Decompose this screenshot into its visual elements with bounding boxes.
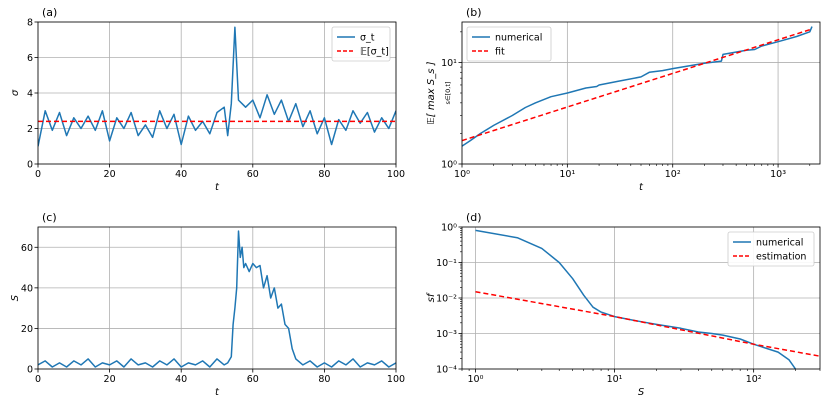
x-tick-label: 80 (318, 169, 330, 180)
y-tick-label: 10⁻² (436, 294, 457, 305)
legend-label: estimation (756, 252, 806, 263)
x-tick-label: 10⁰ (468, 374, 484, 385)
panel-label: (d) (466, 211, 482, 224)
y-axis-label-subscript: s∈[0,t] (444, 82, 452, 105)
x-tick-label: 60 (247, 169, 259, 180)
y-axis-label: σ (10, 89, 21, 96)
y-tick-label: 20 (21, 324, 33, 335)
panel-b: 10⁰ 10¹ 10² 10³ 10⁰ 10¹ (b) t 𝔼[ max S_s ] s∈[0,t… (426, 6, 821, 193)
legend-box (331, 26, 391, 62)
axes-frame (37, 226, 397, 370)
panel-a: 0 20 40 60 80 100 0 2 4 6 8 (a) t σ σ_t 𝔼[σ_t] (10, 6, 405, 193)
x-axis-label: t (215, 387, 220, 398)
y-tick-label: 10⁻⁴ (436, 365, 457, 376)
x-tick-label: 40 (175, 169, 187, 180)
panel-label: (c) (42, 211, 57, 224)
y-tick-label: 10⁻³ (436, 329, 457, 340)
x-tick-label: 10¹ (559, 169, 575, 180)
y-tick-label: 10¹ (441, 58, 457, 69)
series-line-data (38, 230, 396, 368)
x-tick-label: 0 (35, 169, 41, 180)
y-tick-label: 40 (21, 283, 33, 294)
legend: numerical fit (466, 26, 552, 62)
x-tick-label: 10⁰ (454, 169, 470, 180)
x-tick-label: 80 (318, 374, 330, 385)
y-tick-label: 4 (27, 89, 33, 100)
legend-label: 𝔼[σ_t] (360, 47, 389, 58)
y-tick-label: 10⁰ (441, 223, 457, 234)
series-line-reference (475, 290, 820, 357)
y-axis-label: 𝔼[ max S_s ] (426, 61, 437, 124)
x-tick-label: 20 (104, 169, 116, 180)
legend-label: σ_t (360, 33, 375, 44)
series-line-data (462, 26, 813, 147)
y-tick-label: 0 (27, 160, 33, 171)
legend: numerical estimation (727, 231, 815, 267)
x-axis-label: t (639, 182, 644, 193)
x-tick-label: 0 (35, 374, 41, 385)
y-axis-label: sf (426, 292, 437, 302)
legend-box (727, 231, 815, 267)
legend-label: numerical (495, 33, 542, 44)
legend-label: numerical (756, 238, 803, 249)
x-tick-label: 10² (665, 169, 681, 180)
x-tick-label: 10² (746, 374, 762, 385)
y-tick-label: 10⁻¹ (436, 258, 457, 269)
x-tick-label: 100 (387, 374, 405, 385)
x-tick-label: 60 (247, 374, 259, 385)
legend-box (466, 26, 552, 62)
legend: σ_t 𝔼[σ_t] (331, 26, 391, 62)
plot-area (38, 26, 396, 147)
y-tick-label: 0 (27, 365, 33, 376)
x-tick-label: 10¹ (607, 374, 623, 385)
x-tick-label: 40 (175, 374, 187, 385)
panel-c: 0 20 40 60 80 100 0 20 40 60 (c) t S (10, 211, 405, 398)
plot-area (475, 229, 820, 369)
y-tick-label: 10⁰ (441, 160, 457, 171)
legend-label: fit (495, 47, 505, 58)
x-tick-label: 10³ (770, 169, 786, 180)
x-axis-label: t (215, 182, 220, 193)
x-tick-label: 100 (387, 169, 405, 180)
axes-frame (461, 21, 821, 165)
x-axis-label: S (638, 387, 645, 398)
plot-area (462, 26, 813, 147)
y-tick-label: 8 (27, 18, 33, 29)
y-tick-label: 6 (27, 53, 33, 64)
y-tick-label: 2 (27, 124, 33, 135)
panel-label: (b) (466, 6, 482, 19)
plot-area (38, 230, 396, 368)
y-tick-label: 60 (21, 243, 33, 254)
y-axis-label: S (10, 294, 21, 301)
panel-label: (a) (42, 6, 57, 19)
x-tick-label: 20 (104, 374, 116, 385)
panel-d: 10⁰ 10¹ 10² 10⁻⁴ 10⁻³ 10⁻² 10⁻¹ 10⁰ (d) Ssf numeri… (426, 211, 821, 398)
series-line-reference (462, 28, 811, 142)
